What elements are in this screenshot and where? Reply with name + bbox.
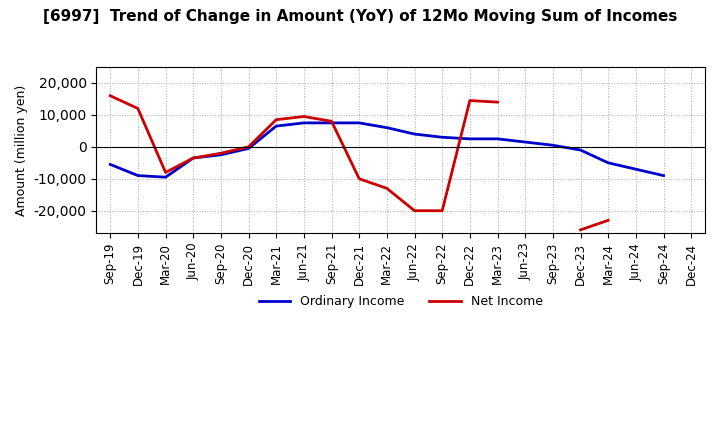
Ordinary Income <box>106 162 114 167</box>
Y-axis label: Amount (million yen): Amount (million yen) <box>15 84 28 216</box>
Net Income <box>300 114 308 119</box>
Ordinary Income <box>382 125 391 130</box>
Text: [6997]  Trend of Change in Amount (YoY) of 12Mo Moving Sum of Incomes: [6997] Trend of Change in Amount (YoY) o… <box>42 9 678 24</box>
Ordinary Income <box>189 155 197 161</box>
Line: Ordinary Income: Ordinary Income <box>110 123 664 177</box>
Ordinary Income <box>410 132 419 137</box>
Ordinary Income <box>438 135 446 140</box>
Ordinary Income <box>576 147 585 153</box>
Ordinary Income <box>660 173 668 178</box>
Net Income <box>410 208 419 213</box>
Net Income <box>272 117 281 122</box>
Ordinary Income <box>300 120 308 125</box>
Net Income <box>244 144 253 150</box>
Ordinary Income <box>244 146 253 151</box>
Net Income <box>106 93 114 99</box>
Net Income <box>189 155 197 161</box>
Ordinary Income <box>327 120 336 125</box>
Ordinary Income <box>217 152 225 158</box>
Net Income <box>217 150 225 156</box>
Net Income <box>493 99 502 105</box>
Net Income <box>161 170 170 175</box>
Ordinary Income <box>604 160 613 165</box>
Ordinary Income <box>134 173 143 178</box>
Ordinary Income <box>466 136 474 142</box>
Net Income <box>355 176 364 181</box>
Ordinary Income <box>355 120 364 125</box>
Ordinary Income <box>493 136 502 142</box>
Net Income <box>382 186 391 191</box>
Legend: Ordinary Income, Net Income: Ordinary Income, Net Income <box>253 290 548 313</box>
Net Income <box>134 106 143 111</box>
Net Income <box>327 119 336 124</box>
Ordinary Income <box>549 143 557 148</box>
Line: Net Income: Net Income <box>110 96 498 211</box>
Ordinary Income <box>631 167 640 172</box>
Net Income <box>438 208 446 213</box>
Ordinary Income <box>161 175 170 180</box>
Ordinary Income <box>521 139 529 145</box>
Net Income <box>466 98 474 103</box>
Ordinary Income <box>272 124 281 129</box>
